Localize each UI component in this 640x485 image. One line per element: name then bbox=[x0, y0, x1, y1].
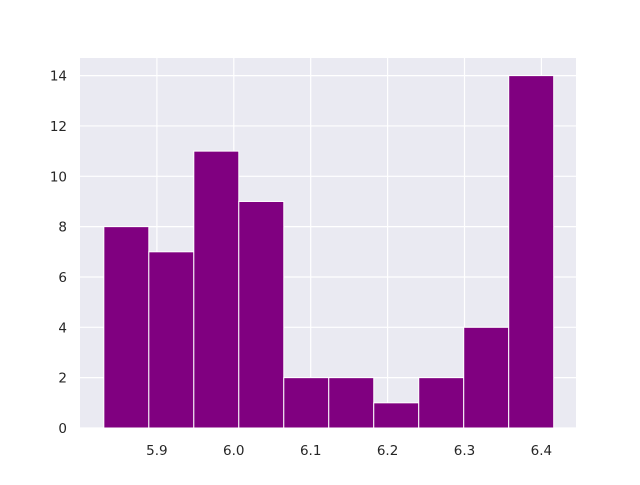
y-axis-tick-labels: 0 2 4 6 8 10 12 14 bbox=[50, 69, 67, 437]
y-tick-label: 8 bbox=[58, 220, 67, 236]
x-tick-label: 6.2 bbox=[377, 443, 398, 459]
x-tick-label: 6.1 bbox=[300, 443, 321, 459]
x-tick-label: 6.3 bbox=[454, 443, 475, 459]
histogram-bar bbox=[148, 251, 195, 429]
histogram-bar bbox=[373, 402, 420, 429]
histogram-bar bbox=[238, 200, 285, 429]
histogram-bar bbox=[283, 377, 330, 429]
x-tick-label: 6.4 bbox=[531, 443, 552, 459]
histogram-bar bbox=[463, 326, 510, 429]
bars bbox=[103, 75, 555, 429]
x-tick-label: 5.9 bbox=[146, 443, 167, 459]
y-tick-label: 2 bbox=[58, 371, 67, 387]
y-tick-label: 6 bbox=[58, 270, 67, 286]
histogram-bar bbox=[508, 75, 555, 429]
x-axis-tick-labels: 5.9 6.0 6.1 6.2 6.3 6.4 bbox=[146, 443, 552, 459]
histogram-bar bbox=[328, 377, 375, 429]
histogram-bar bbox=[103, 226, 150, 429]
y-tick-label: 4 bbox=[58, 320, 67, 336]
y-tick-label: 0 bbox=[58, 421, 67, 437]
y-tick-label: 14 bbox=[50, 69, 67, 85]
y-tick-label: 12 bbox=[50, 119, 67, 135]
histogram-bar bbox=[418, 377, 465, 429]
histogram-bar bbox=[193, 150, 240, 429]
y-tick-label: 10 bbox=[50, 169, 67, 185]
x-tick-label: 6.0 bbox=[223, 443, 244, 459]
